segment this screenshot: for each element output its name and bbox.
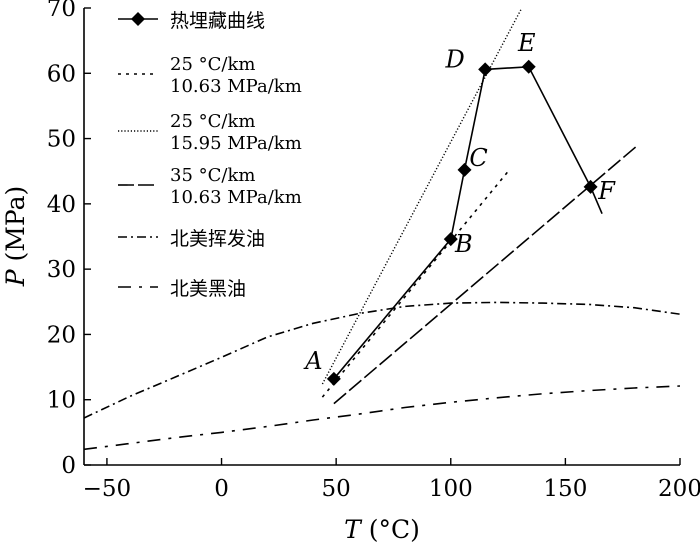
y-tick-label: 60 bbox=[47, 61, 76, 87]
x-tick-label: 0 bbox=[214, 476, 229, 502]
y-tick-label: 50 bbox=[47, 127, 76, 153]
point-label-B: B bbox=[454, 230, 473, 258]
legend-label-2-line1: 25 °C/km bbox=[170, 111, 255, 132]
legend-marker bbox=[131, 12, 145, 26]
plot-area bbox=[84, 8, 680, 451]
point-label-D: D bbox=[445, 45, 465, 73]
legend-label-3-line1: 35 °C/km bbox=[170, 165, 255, 186]
legend-label-4: 北美挥发油 bbox=[170, 228, 265, 250]
legend-label-3-line2: 10.63 MPa/km bbox=[170, 187, 302, 208]
series-line-4 bbox=[84, 301, 680, 419]
legend-label-5: 北美黑油 bbox=[170, 278, 246, 300]
legend-label-1-line1: 25 °C/km bbox=[170, 54, 255, 75]
y-tick-label: 10 bbox=[47, 388, 76, 414]
x-tick-label: 200 bbox=[658, 476, 700, 502]
y-tick-label: 0 bbox=[61, 453, 76, 479]
x-tick-label: 50 bbox=[322, 476, 351, 502]
point-label-F: F bbox=[597, 177, 616, 205]
series-line-5 bbox=[84, 385, 680, 451]
point-label-C: C bbox=[469, 144, 487, 172]
data-point-diamond bbox=[326, 371, 341, 386]
data-point-diamond bbox=[521, 59, 536, 74]
series-line-3 bbox=[333, 145, 637, 405]
x-tick-label: −50 bbox=[83, 476, 132, 502]
series-line-2 bbox=[321, 8, 523, 385]
y-tick-label: 20 bbox=[47, 322, 76, 348]
legend-label-2-line2: 15.95 MPa/km bbox=[170, 133, 302, 154]
y-tick-label: 40 bbox=[47, 192, 76, 218]
y-tick-label: 70 bbox=[47, 0, 76, 22]
legend-label-1-line2: 10.63 MPa/km bbox=[170, 76, 302, 97]
series-line-1 bbox=[321, 168, 512, 398]
y-axis-label: P (MPa) bbox=[1, 186, 30, 287]
series-line-0 bbox=[333, 65, 592, 380]
x-tick-label: 150 bbox=[543, 476, 587, 502]
data-point-diamond bbox=[443, 232, 458, 247]
data-point-diamond bbox=[457, 162, 472, 177]
x-tick-label: 100 bbox=[429, 476, 473, 502]
point-label-E: E bbox=[517, 29, 536, 57]
legend-label-0: 热埋藏曲线 bbox=[170, 10, 265, 32]
x-axis-label: T (°C) bbox=[344, 515, 420, 544]
data-point-diamond bbox=[583, 179, 598, 194]
point-label-A: A bbox=[303, 347, 322, 375]
data-point-diamond bbox=[478, 62, 493, 77]
y-tick-label: 30 bbox=[47, 257, 76, 283]
